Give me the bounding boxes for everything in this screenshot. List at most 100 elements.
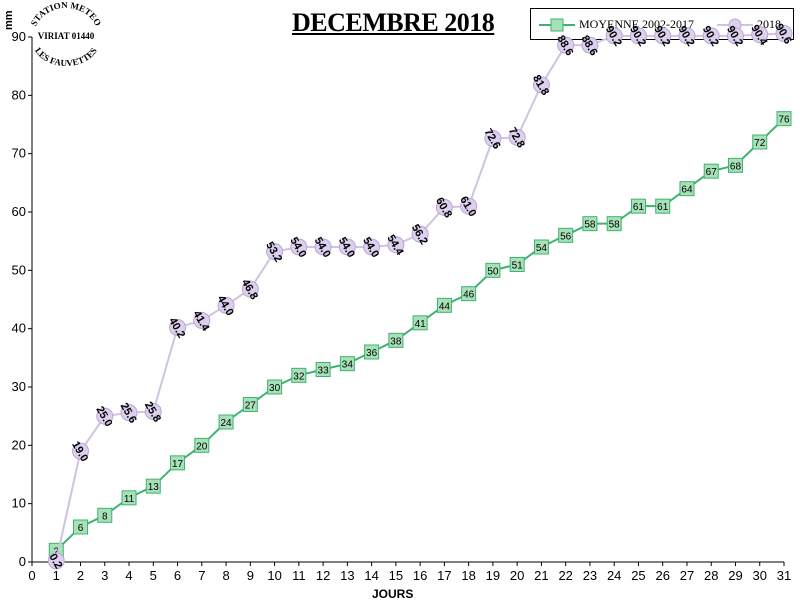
data-label-moyenne: 54 xyxy=(536,243,548,254)
series-line-moyenne xyxy=(55,117,785,552)
data-point-moyenne xyxy=(606,216,622,232)
x-tick-label: 30 xyxy=(753,568,767,583)
data-point-2018 xyxy=(435,198,453,216)
data-point-2018 xyxy=(217,296,235,314)
x-tick-label: 17 xyxy=(437,568,451,583)
y-tick-label: 60 xyxy=(12,204,26,219)
data-label-moyenne: 68 xyxy=(730,161,742,172)
x-tick-label: 5 xyxy=(150,568,157,583)
data-point-moyenne xyxy=(752,134,768,150)
data-point-2018 xyxy=(266,243,284,261)
x-tick-label: 7 xyxy=(198,568,205,583)
x-tick-label: 31 xyxy=(777,568,791,583)
x-axis-label: JOURS xyxy=(372,587,414,601)
data-label-moyenne: 58 xyxy=(584,220,596,231)
y-tick-label: 20 xyxy=(12,437,26,452)
data-point-2018 xyxy=(654,27,672,45)
data-point-moyenne xyxy=(364,344,380,360)
x-tick-label: 23 xyxy=(583,568,597,583)
data-point-moyenne xyxy=(509,257,525,272)
data-label-moyenne: 6 xyxy=(78,523,84,534)
x-tick-label: 19 xyxy=(486,568,500,583)
data-point-2018 xyxy=(581,36,599,54)
x-tick-label: 21 xyxy=(534,568,548,583)
data-point-moyenne xyxy=(339,356,355,372)
x-tick-label: 1 xyxy=(53,568,60,583)
data-point-moyenne xyxy=(170,455,186,471)
data-label-moyenne: 34 xyxy=(342,360,354,371)
x-tick-label: 29 xyxy=(728,568,742,583)
data-point-moyenne xyxy=(291,367,307,383)
data-point-2018 xyxy=(751,26,769,44)
x-tick-label: 27 xyxy=(680,568,694,583)
data-label-moyenne: 30 xyxy=(269,383,281,394)
x-tick-label: 14 xyxy=(364,568,378,583)
data-point-moyenne xyxy=(630,198,646,214)
station-logo: STATION METEO VIRIAT 01440 LES FAUVETTES xyxy=(20,0,112,70)
legend-marker-moyenne xyxy=(539,18,575,31)
data-point-2018 xyxy=(120,404,138,422)
data-point-2018 xyxy=(193,312,211,329)
y-tick-label: 10 xyxy=(12,496,26,511)
y-tick-label: 40 xyxy=(12,321,26,336)
data-point-2018 xyxy=(363,238,381,256)
x-tick-label: 12 xyxy=(316,568,330,583)
data-label-moyenne: 46 xyxy=(463,290,475,301)
x-tick-label: 10 xyxy=(267,568,281,583)
data-point-moyenne xyxy=(194,437,210,453)
data-point-moyenne xyxy=(388,332,404,348)
data-point-2018 xyxy=(702,27,720,45)
data-point-moyenne xyxy=(582,216,598,232)
data-label-moyenne: 41 xyxy=(415,319,427,330)
x-tick-label: 26 xyxy=(655,568,669,583)
x-tick-label: 24 xyxy=(607,568,621,583)
data-label-moyenne: 58 xyxy=(609,220,621,231)
data-point-moyenne xyxy=(655,198,671,214)
data-label-moyenne: 27 xyxy=(245,401,257,412)
data-point-2018 xyxy=(338,238,356,256)
data-label-moyenne: 44 xyxy=(439,301,451,312)
data-point-moyenne xyxy=(533,239,549,255)
x-tick-label: 16 xyxy=(413,568,427,583)
x-tick-label: 13 xyxy=(340,568,354,583)
legend-label-moyenne: MOYENNE 2002-2017 xyxy=(579,17,694,31)
data-label-moyenne: 32 xyxy=(293,371,305,382)
x-tick-label: 15 xyxy=(389,568,403,583)
chart-title: DECEMBRE 2018 xyxy=(292,8,495,37)
x-tick-label: 0 xyxy=(28,568,35,583)
data-point-2018 xyxy=(678,27,696,45)
data-label-moyenne: 24 xyxy=(221,418,233,429)
data-label-moyenne: 50 xyxy=(487,266,499,277)
data-label-moyenne: 17 xyxy=(172,459,184,470)
data-point-moyenne xyxy=(218,414,234,430)
data-point-moyenne xyxy=(558,227,574,243)
data-label-moyenne: 76 xyxy=(778,115,790,126)
data-label-moyenne: 20 xyxy=(196,441,208,452)
y-tick-label: 30 xyxy=(12,379,26,394)
data-point-2018 xyxy=(47,552,65,570)
x-tick-label: 28 xyxy=(704,568,718,583)
y-tick-label: 0 xyxy=(19,554,26,569)
data-label-moyenne: 13 xyxy=(148,482,160,493)
data-point-moyenne xyxy=(727,157,743,173)
y-tick-label: 80 xyxy=(12,87,26,102)
data-label-moyenne: 33 xyxy=(318,366,330,377)
x-tick-label: 4 xyxy=(125,568,132,583)
x-tick-label: 20 xyxy=(510,568,524,583)
logo-line-2: VIRIAT 01440 xyxy=(38,31,95,41)
data-point-moyenne xyxy=(776,111,792,127)
data-point-2018 xyxy=(484,130,502,147)
data-point-2018 xyxy=(241,280,259,298)
x-tick-label: 18 xyxy=(461,568,475,583)
series-line-2018 xyxy=(55,32,785,562)
data-point-moyenne xyxy=(679,181,695,197)
data-point-2018 xyxy=(387,236,405,254)
data-label-moyenne: 36 xyxy=(366,348,378,359)
data-point-2018 xyxy=(314,238,332,256)
data-point-moyenne xyxy=(121,490,137,506)
data-label-moyenne: 67 xyxy=(706,167,718,178)
data-point-moyenne xyxy=(242,397,258,412)
y-tick-label: 50 xyxy=(12,262,26,277)
data-label-moyenne: 38 xyxy=(390,336,402,347)
data-point-moyenne xyxy=(461,286,477,302)
